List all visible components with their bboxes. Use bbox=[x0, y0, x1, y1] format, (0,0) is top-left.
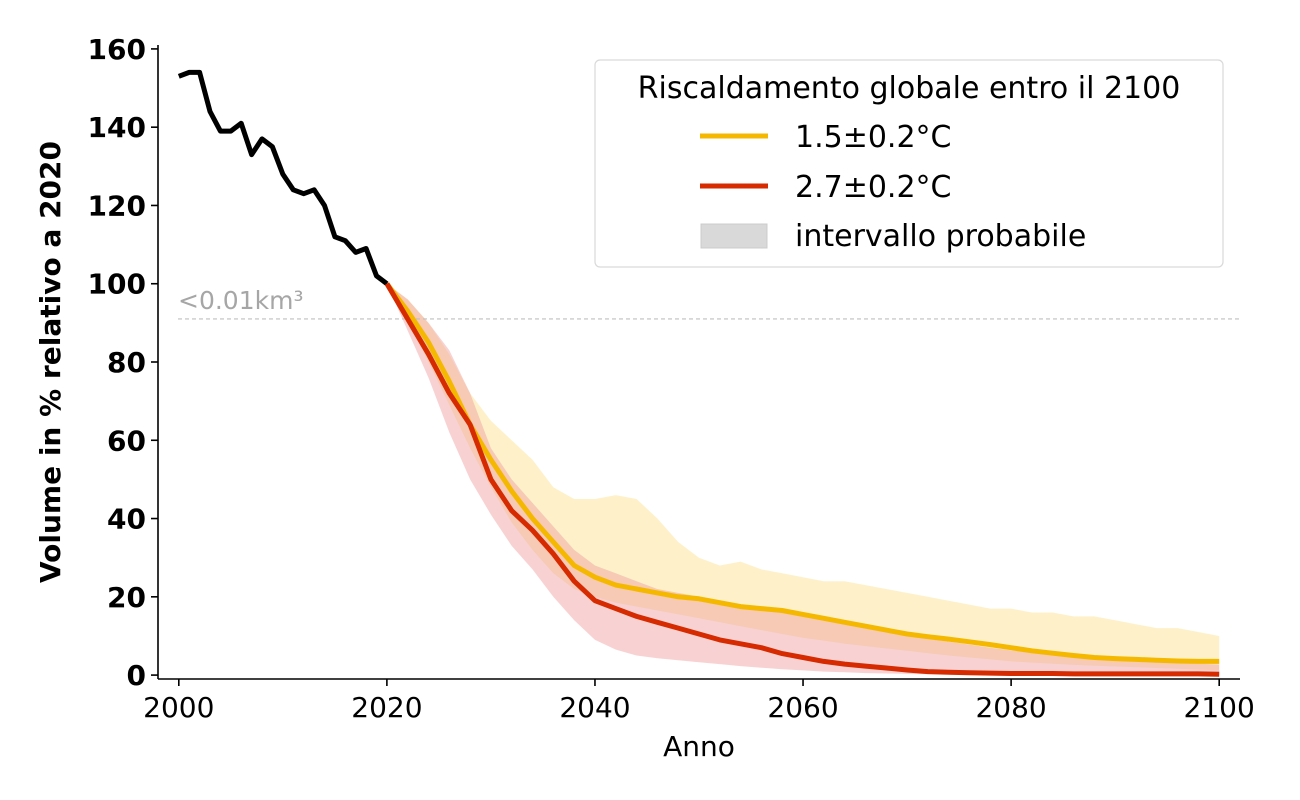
y-tick-label: 160 bbox=[88, 33, 146, 66]
legend-swatch-band bbox=[700, 223, 768, 249]
x-tick-label: 2020 bbox=[351, 691, 422, 724]
legend-label-high: 2.7±0.2°C bbox=[795, 170, 952, 205]
threshold-annotation: <0.01km³ bbox=[178, 286, 303, 315]
y-tick-label: 120 bbox=[88, 189, 146, 222]
line-historical bbox=[177, 69, 389, 286]
legend-title: Riscaldamento globale entro il 2100 bbox=[638, 71, 1181, 106]
y-tick-label: 60 bbox=[107, 424, 146, 457]
series-lines bbox=[177, 69, 1220, 677]
legend: Riscaldamento globale entro il 2100 1.5±… bbox=[594, 59, 1224, 268]
x-axis-title: Anno bbox=[663, 730, 735, 763]
x-tick-label: 2080 bbox=[975, 691, 1046, 724]
y-tick-label: 20 bbox=[107, 581, 146, 614]
x-tick-label: 2100 bbox=[1184, 691, 1255, 724]
legend-box bbox=[594, 59, 1224, 268]
x-tick-label: 2000 bbox=[143, 691, 214, 724]
line-high bbox=[384, 282, 1220, 677]
y-axis-title: Volume in % relativo a 2020 bbox=[34, 141, 67, 583]
y-tick-label: 40 bbox=[107, 503, 146, 536]
y-tick-label: 0 bbox=[127, 659, 146, 692]
y-tick-label: 100 bbox=[88, 268, 146, 301]
x-tick-label: 2060 bbox=[767, 691, 838, 724]
y-ticks: 0 20 40 60 80 100 120 140 160 bbox=[88, 33, 158, 692]
x-ticks: 2000 2020 2040 2060 2080 2100 bbox=[143, 679, 1255, 724]
y-tick-label: 80 bbox=[107, 346, 146, 379]
y-tick-label: 140 bbox=[88, 111, 146, 144]
band-low bbox=[386, 283, 1220, 671]
legend-label-low: 1.5±0.2°C bbox=[795, 120, 952, 155]
legend-label-band: intervallo probabile bbox=[795, 219, 1086, 254]
x-tick-label: 2040 bbox=[559, 691, 630, 724]
line-low bbox=[384, 282, 1220, 664]
